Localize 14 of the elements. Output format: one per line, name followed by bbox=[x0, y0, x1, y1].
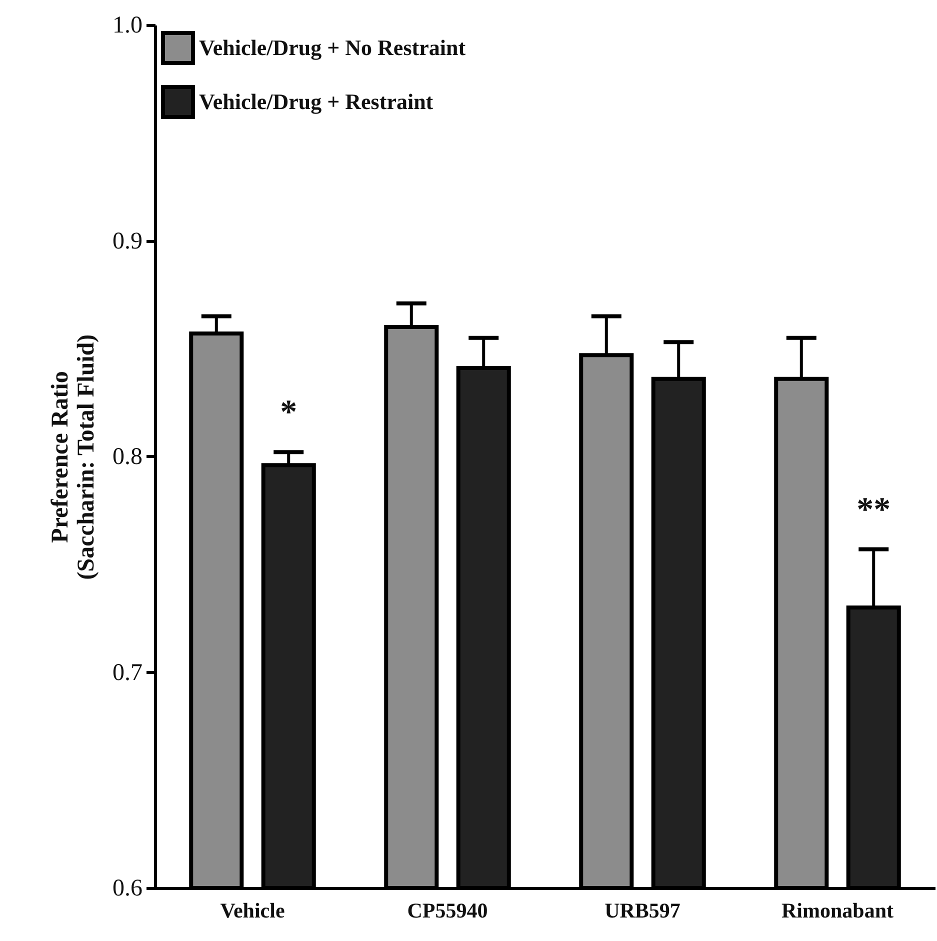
x-tick-label: URB597 bbox=[604, 898, 680, 922]
x-tick-label: Rimonabant bbox=[781, 898, 894, 922]
data-label: ** bbox=[856, 491, 891, 528]
x-tick-label: Vehicle bbox=[220, 898, 285, 922]
data-label: * bbox=[280, 394, 298, 432]
y-tick-label: 1.0 bbox=[112, 12, 142, 38]
y-axis-title: Preference Ratio (Saccharin: Total Fluid) bbox=[48, 334, 100, 580]
legend-label: Vehicle/Drug + No Restraint bbox=[199, 35, 466, 60]
y-tick-label: 0.7 bbox=[112, 660, 142, 686]
y-tick-label: 0.8 bbox=[112, 444, 142, 470]
y-tick-label: 0.6 bbox=[112, 876, 142, 902]
y-tick-label: 0.9 bbox=[112, 228, 142, 254]
legend-label: Vehicle/Drug + Restraint bbox=[199, 89, 434, 114]
x-tick-label: CP55940 bbox=[407, 898, 488, 922]
